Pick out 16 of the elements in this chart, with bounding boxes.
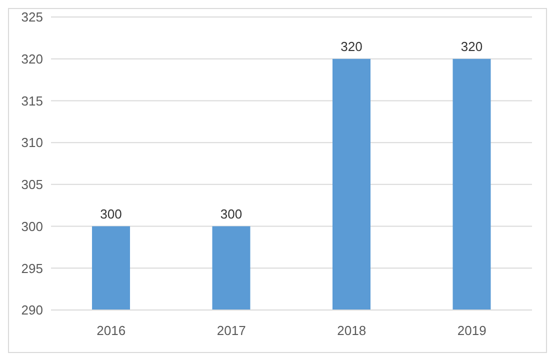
data-label: 300 bbox=[100, 206, 122, 222]
x-tick-label: 2016 bbox=[96, 323, 126, 338]
data-label: 320 bbox=[460, 38, 483, 54]
y-tick-label: 290 bbox=[21, 302, 43, 318]
y-tick-label: 325 bbox=[21, 10, 43, 25]
x-tick-label: 2019 bbox=[457, 323, 486, 338]
y-tick-label: 305 bbox=[21, 177, 43, 192]
y-tick-label: 320 bbox=[21, 51, 43, 66]
x-tick-label: 2017 bbox=[216, 323, 246, 338]
y-tick-label: 295 bbox=[21, 260, 43, 276]
x-tick-label: 2018 bbox=[337, 323, 366, 338]
data-label: 320 bbox=[340, 38, 362, 54]
y-tick-label: 310 bbox=[21, 135, 43, 150]
y-tick-label: 300 bbox=[21, 218, 43, 234]
y-tick-label: 315 bbox=[21, 93, 43, 108]
data-label: 300 bbox=[220, 206, 242, 222]
